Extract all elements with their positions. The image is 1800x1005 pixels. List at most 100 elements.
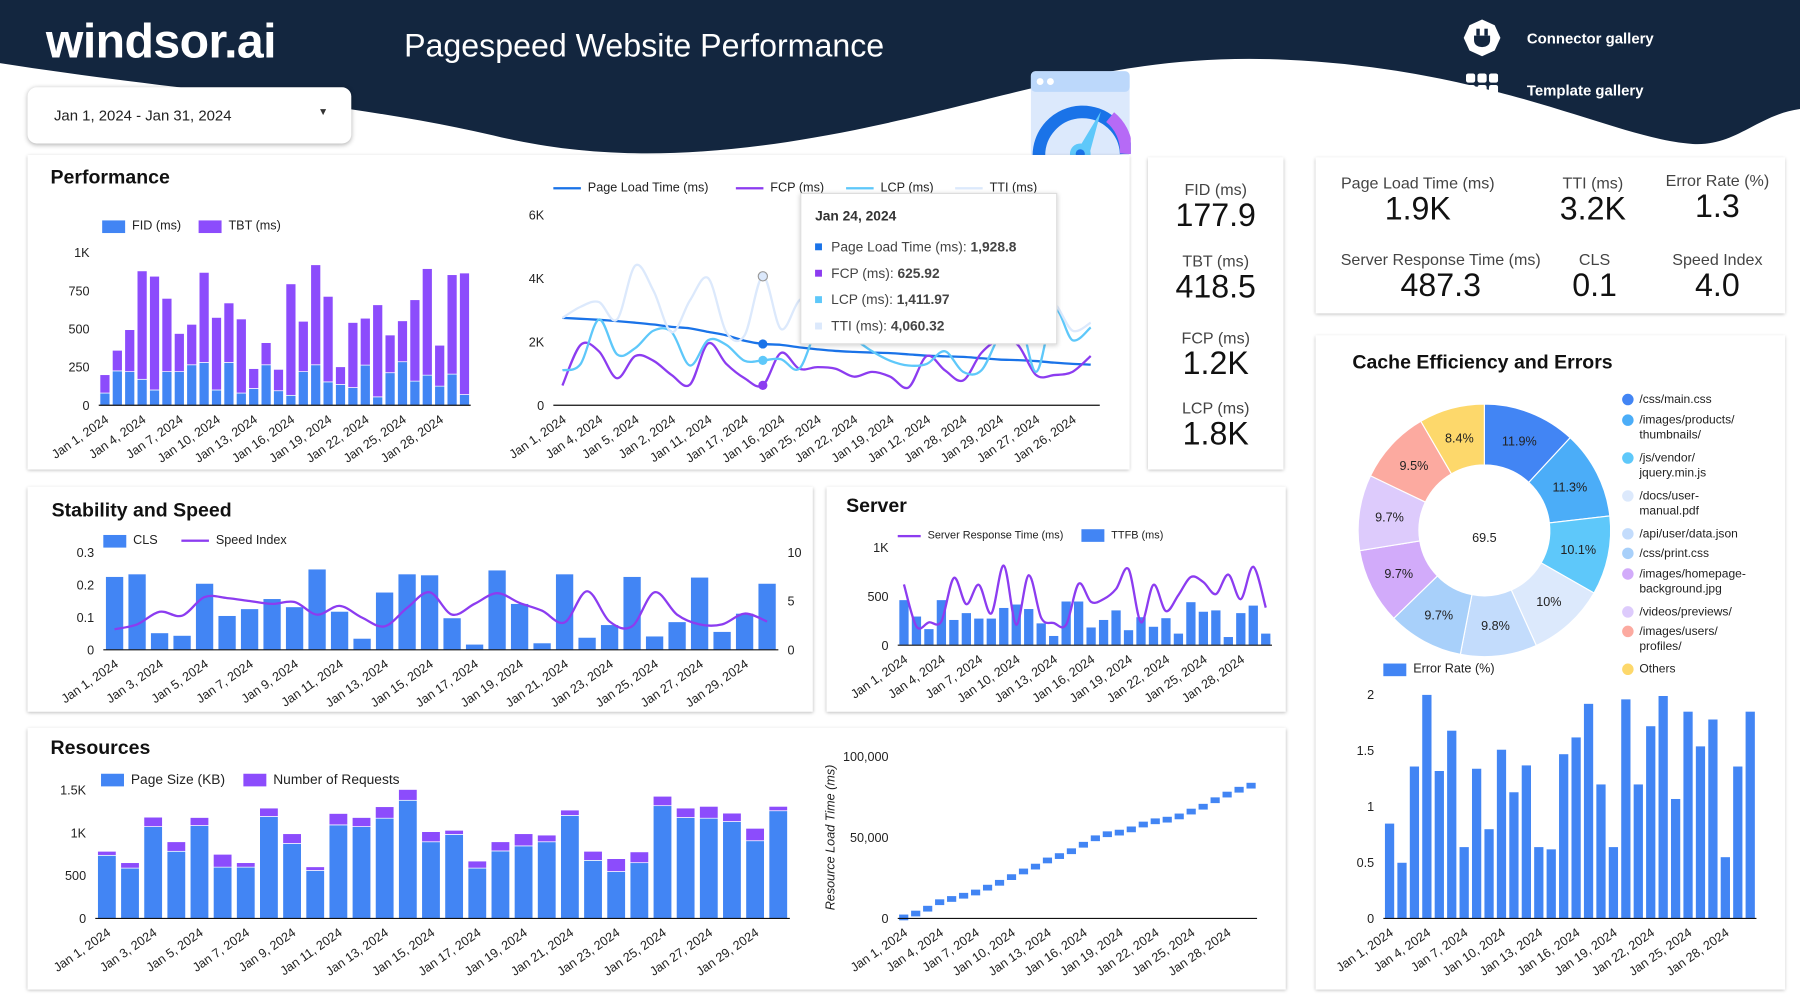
legend-line-text: /css/main.css (1639, 392, 1712, 407)
caret-down-icon: ▼ (317, 105, 329, 118)
donut-legend-item[interactable]: /images/homepage-background.jpg (1622, 567, 1783, 597)
donut-legend-item[interactable]: /images/users/profiles/ (1622, 625, 1783, 655)
tooltip-row: LCP (ms): 1,411.97 (815, 292, 1056, 308)
tooltip-swatch (815, 243, 822, 251)
legend-line-text: /images/homepage- (1639, 566, 1746, 581)
legend-fid[interactable]: FID (ms) (102, 219, 181, 233)
legend-lcp[interactable]: LCP (ms) (846, 181, 934, 195)
page-title: Pagespeed Website Performance (404, 27, 885, 64)
tooltip-swatch (815, 322, 822, 330)
legend-swatch (102, 219, 126, 233)
kpi-page-load: Page Load Time (ms) 1.9K (1332, 173, 1504, 225)
legend-page-load[interactable]: Page Load Time (ms) (553, 181, 708, 195)
kpi-value: 3.2K (1559, 190, 1626, 227)
server-title: Server (846, 494, 907, 517)
kpi-label: CLS (1578, 250, 1611, 269)
kpi-value: 0.1 (1572, 267, 1617, 304)
metric-fcp: FCP (ms) 1.2K (1148, 328, 1283, 380)
legend-label: CLS (133, 533, 158, 548)
tooltip-row: FCP (ms): 625.92 (815, 265, 1056, 281)
legend-label: /js/vendor/jquery.min.js (1639, 451, 1706, 481)
legend-line-text: thumbnails/ (1639, 427, 1701, 442)
legend-line-text: /images/users/ (1639, 624, 1718, 639)
legend-error-rate[interactable]: Error Rate (%) (1383, 662, 1495, 677)
donut-legend-item[interactable]: /api/user/data.json (1622, 526, 1783, 541)
legend-requests[interactable]: Number of Requests (243, 771, 400, 788)
legend-line-text: /js/vendor/ (1639, 450, 1695, 465)
legend-label: Server Response Time (ms) (927, 529, 1064, 542)
legend-label: Number of Requests (273, 771, 400, 788)
legend-label: TTFB (ms) (1111, 529, 1164, 542)
legend-dot (1622, 625, 1634, 638)
chart-tooltip: Jan 24, 2024 Page Load Time (ms): 1,928.… (800, 192, 1058, 345)
legend-label: TBT (ms) (228, 219, 281, 234)
legend-dot (1622, 451, 1634, 464)
metric-fid: FID (ms) 177.9 (1148, 180, 1283, 232)
legend-line (897, 534, 921, 537)
legend-tbt[interactable]: TBT (ms) (198, 219, 281, 234)
legend-label: /api/user/data.json (1639, 526, 1738, 541)
legend-label: /images/products/thumbnails/ (1639, 413, 1734, 443)
windsor-logo[interactable]: windsor.ai (45, 13, 277, 68)
legend-label: Speed Index (215, 533, 287, 548)
legend-label: FCP (ms) (770, 181, 825, 196)
kpi-server-response: Server Response Time (ms) 487.3 (1335, 250, 1546, 302)
legend-tti[interactable]: TTI (ms) (955, 181, 1037, 195)
donut-legend-item[interactable]: /js/vendor/jquery.min.js (1622, 451, 1783, 481)
connector-gallery-label: Connector gallery (1526, 29, 1654, 47)
donut-legend-item[interactable]: /css/main.css (1622, 393, 1783, 408)
connector-gallery-link[interactable]: Connector gallery (1463, 18, 1654, 57)
metric-lcp: LCP (ms) 1.8K (1148, 398, 1283, 450)
legend-label: /images/users/profiles/ (1639, 625, 1717, 655)
legend-page-size[interactable]: Page Size (KB) (101, 771, 225, 788)
tooltip-label: TTI (ms): (831, 317, 891, 335)
legend-cls[interactable]: CLS (103, 533, 158, 548)
legend-swatch (101, 773, 124, 786)
legend-label: Page Load Time (ms) (587, 181, 709, 196)
donut-legend-item[interactable]: Others (1622, 662, 1783, 677)
kpi-error-rate: Error Rate (%) 1.3 (1660, 171, 1775, 223)
legend-label: Error Rate (%) (1413, 662, 1495, 677)
grid-icon (1465, 73, 1499, 106)
template-gallery-link[interactable]: Template gallery (1465, 73, 1644, 106)
legend-line (846, 187, 874, 190)
date-range-value: Jan 1, 2024 - Jan 31, 2024 (53, 106, 232, 124)
legend-dot (1622, 527, 1634, 539)
metric-value: 177.9 (1175, 197, 1256, 234)
template-gallery-label: Template gallery (1526, 80, 1644, 99)
tooltip-label: FCP (ms): (831, 265, 898, 282)
resources-title: Resources (50, 737, 151, 759)
tooltip-value: 4,060.32 (890, 317, 945, 335)
kpi-value: 4.0 (1695, 267, 1740, 304)
legend-line-text: /videos/previews/ (1639, 604, 1732, 619)
legend-swatch (243, 773, 267, 786)
legend-label: FID (ms) (132, 219, 182, 234)
kpi-value: 487.3 (1400, 267, 1481, 304)
legend-ttfb[interactable]: TTFB (ms) (1081, 529, 1163, 542)
date-range-picker[interactable]: Jan 1, 2024 - Jan 31, 2024 ▼ (27, 87, 352, 144)
legend-line-text: jquery.min.js (1639, 465, 1707, 480)
kpi-cls: CLS 0.1 (1556, 250, 1634, 302)
legend-dot (1622, 489, 1634, 502)
tooltip-value: 625.92 (897, 265, 940, 282)
donut-legend-item[interactable]: /css/print.css (1622, 546, 1783, 561)
resources-card (27, 727, 1286, 990)
performance-title: Performance (50, 166, 170, 189)
speed-gauge-illustration (1030, 71, 1131, 158)
legend-line-text: /api/user/data.json (1639, 526, 1738, 541)
kpi-card (1315, 157, 1786, 314)
donut-legend-item[interactable]: /videos/previews/ (1622, 604, 1783, 619)
legend-label: Others (1639, 662, 1675, 677)
donut-legend-item[interactable]: /images/products/thumbnails/ (1622, 413, 1783, 443)
legend-line (553, 187, 581, 190)
legend-line-text: profiles/ (1639, 639, 1682, 654)
legend-dot (1622, 605, 1634, 618)
kpi-label: Error Rate (%) (1665, 171, 1770, 190)
legend-label: /css/main.css (1639, 393, 1711, 408)
donut-legend-item[interactable]: /docs/user-manual.pdf (1622, 488, 1783, 518)
legend-speed-index[interactable]: Speed Index (181, 533, 287, 548)
metric-label: FCP (ms) (1181, 328, 1250, 347)
legend-fcp[interactable]: FCP (ms) (735, 181, 825, 196)
legend-label: LCP (ms) (880, 181, 934, 196)
legend-server-response[interactable]: Server Response Time (ms) (897, 529, 1064, 542)
